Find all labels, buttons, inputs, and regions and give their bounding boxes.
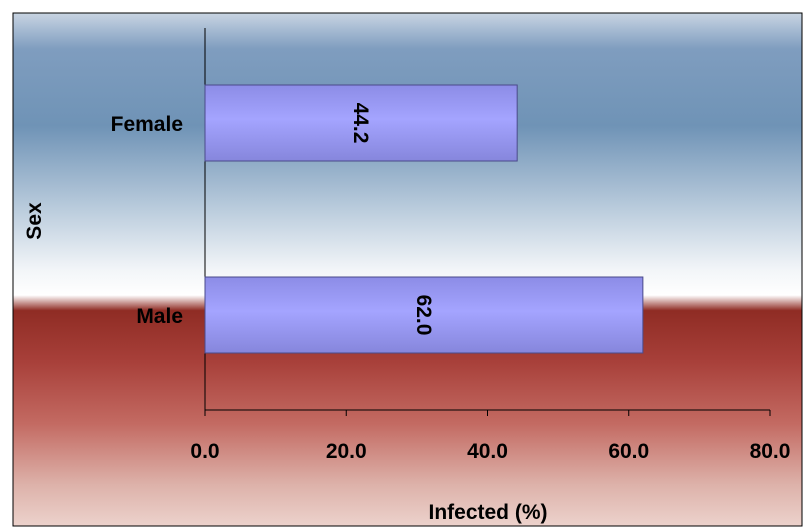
bar-female <box>204 84 518 162</box>
labels: 0.0 20.0 40.0 60.0 80.0 Female 44.2 Male 62.0 Inf… <box>23 103 790 524</box>
category-label: Female <box>111 113 183 136</box>
y-axis-title: Sex <box>23 202 46 240</box>
x-tick-label: 20.0 <box>326 440 367 463</box>
bars <box>204 84 644 354</box>
data-label: 44.2 <box>349 103 372 144</box>
x-axis-title: Infected (%) <box>428 501 547 524</box>
x-tick-label: 80.0 <box>750 440 791 463</box>
data-label: 62.0 <box>412 295 435 336</box>
x-tick-label: 40.0 <box>467 440 508 463</box>
x-tick-label: 0.0 <box>190 440 219 463</box>
category-label: Male <box>136 305 183 328</box>
x-tick-label: 60.0 <box>608 440 649 463</box>
bar-male <box>204 276 644 354</box>
